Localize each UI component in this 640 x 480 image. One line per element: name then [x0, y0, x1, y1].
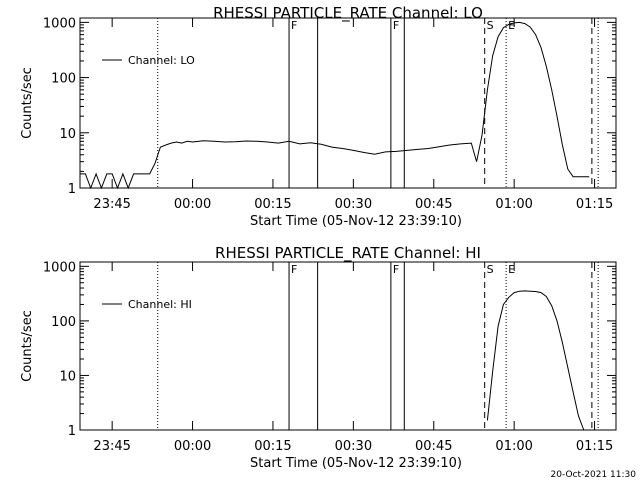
- x-tick-label: 23:45: [93, 197, 130, 212]
- y-tick-label: 10: [59, 369, 76, 384]
- series-line: [80, 21, 590, 190]
- x-tick-label: 01:15: [576, 197, 613, 212]
- x-tick-label: 01:00: [495, 439, 532, 454]
- panel-lo: RHESSI PARTICLE_RATE Channel: LO 1 10 100 10…: [20, 4, 617, 229]
- x-axis-label: Start Time (05-Nov-12 23:39:10): [250, 214, 462, 229]
- event-marker-label: E: [508, 263, 515, 276]
- y-tick-label: 1: [68, 182, 76, 197]
- x-tick-label: 23:45: [93, 439, 130, 454]
- x-tick-label: 00:30: [335, 197, 372, 212]
- chart-title: RHESSI PARTICLE_RATE Channel: LO: [213, 4, 483, 23]
- plot-frame: [79, 17, 617, 189]
- x-tick-label: 00:30: [335, 439, 372, 454]
- series-line: [486, 290, 585, 431]
- x-tick-label: 00:45: [415, 197, 452, 212]
- event-marker-label: F: [291, 19, 297, 32]
- plot-frame: [79, 261, 617, 431]
- chart-title: RHESSI PARTICLE_RATE Channel: HI: [215, 244, 481, 263]
- event-marker-label: F: [393, 263, 399, 276]
- x-tick-label: 00:45: [415, 439, 452, 454]
- generation-timestamp: 20-Oct-2021 11:30: [551, 470, 637, 480]
- panel-hi: RHESSI PARTICLE_RATE Channel: HI 1 10 100 10…: [20, 244, 617, 471]
- y-axis-label: Counts/sec: [20, 67, 35, 139]
- y-tick-label: 100: [51, 72, 76, 87]
- legend-label: Channel: HI: [128, 298, 192, 311]
- x-tick-label: 00:15: [254, 197, 291, 212]
- x-tick-label: 01:15: [576, 439, 613, 454]
- event-marker-label: F: [291, 263, 297, 276]
- x-tick-label: 00:00: [174, 197, 211, 212]
- y-tick-label: 100: [51, 315, 76, 330]
- y-axis-label: Counts/sec: [20, 310, 35, 382]
- y-tick-label: 10: [59, 127, 76, 142]
- event-marker-label: S: [487, 19, 494, 32]
- x-tick-label: 00:00: [174, 439, 211, 454]
- y-tick-label: 1000: [43, 260, 76, 275]
- event-marker-label: F: [393, 19, 399, 32]
- event-marker-label: E: [508, 19, 515, 32]
- x-axis-label: Start Time (05-Nov-12 23:39:10): [250, 456, 462, 471]
- event-marker-label: S: [487, 263, 494, 276]
- x-tick-label: 01:00: [495, 197, 532, 212]
- x-tick-label: 00:15: [254, 439, 291, 454]
- legend-label: Channel: LO: [128, 54, 195, 67]
- y-tick-label: 1000: [43, 16, 76, 31]
- y-tick-label: 1: [68, 424, 76, 439]
